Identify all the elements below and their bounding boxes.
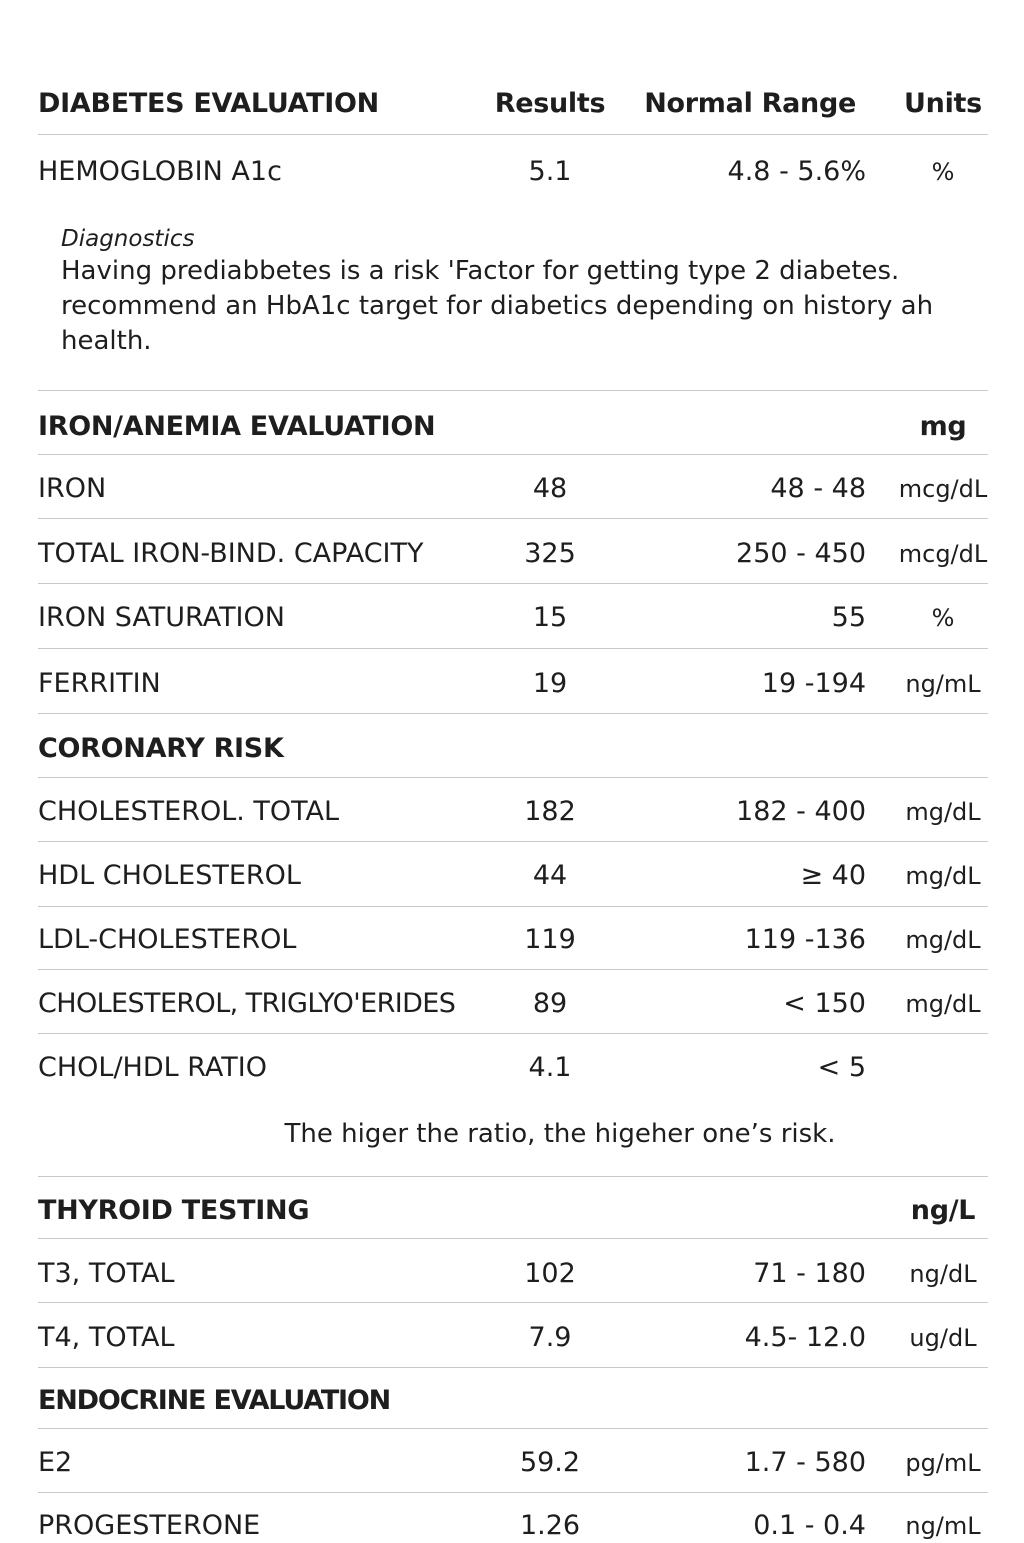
test-result: 102 — [524, 1258, 576, 1289]
test-unit: ug/dL — [909, 1324, 977, 1352]
normal-range: 71 - 180 — [753, 1258, 866, 1289]
test-name: HEMOGLOBIN A1c — [38, 156, 282, 187]
normal-range: 119 -136 — [744, 924, 866, 955]
normal-range: 0.1 - 0.4 — [753, 1510, 866, 1541]
divider — [38, 906, 988, 907]
divider — [38, 841, 988, 842]
divider — [38, 454, 988, 455]
test-name: HDL CHOLESTEROL — [38, 860, 301, 891]
diagnostics-line: health. — [61, 326, 152, 356]
test-result: 4.1 — [528, 1052, 572, 1083]
test-result: 19 — [532, 668, 568, 699]
test-unit: mg/dL — [905, 862, 981, 890]
divider — [38, 1176, 988, 1177]
divider — [38, 1238, 988, 1239]
coronary-section-title: CORONARY RISK — [38, 733, 284, 764]
diagnostics-line: recommend an HbA1c target for diabetics … — [61, 291, 934, 321]
test-result: 325 — [524, 538, 576, 569]
test-name: CHOLESTEROL, TRIGLYO'ERIDES — [38, 988, 456, 1019]
thyroid-section-title: THYROID TESTING — [38, 1195, 310, 1226]
divider — [38, 1302, 988, 1303]
normal-range: 182 - 400 — [736, 796, 866, 827]
endocrine-section-title: ENDOCRINE EVALUATION — [38, 1385, 391, 1416]
divider — [38, 390, 988, 391]
test-name: FERRITIN — [38, 668, 161, 699]
normal-range: 19 -194 — [761, 668, 866, 699]
diabetes-section-title: DIABETES EVALUATION — [38, 88, 379, 119]
test-unit: mcg/dL — [898, 475, 988, 503]
test-result: 89 — [532, 988, 568, 1019]
divider — [38, 777, 988, 778]
test-unit: ng/mL — [905, 1512, 981, 1540]
divider — [38, 648, 988, 649]
diagnostics-line: Having prediabbetes is a risk 'Factor fo… — [61, 256, 900, 286]
test-unit: ng/mL — [905, 670, 981, 698]
test-unit: % — [931, 158, 955, 186]
test-name: CHOLESTEROL. TOTAL — [38, 796, 340, 827]
test-unit: mg/dL — [905, 990, 981, 1018]
normal-range: 48 - 48 — [770, 473, 866, 504]
test-name: T3, TOTAL — [38, 1258, 175, 1289]
thyroid-unit-header: ng/L — [910, 1195, 976, 1226]
units-column-header: Units — [904, 88, 982, 119]
normal-range: < 5 — [817, 1052, 866, 1083]
test-result: 7.9 — [528, 1322, 572, 1353]
test-name: IRON SATURATION — [38, 602, 285, 633]
test-unit: mg/dL — [905, 926, 981, 954]
test-name: E2 — [38, 1447, 73, 1478]
normal-range: 55 — [831, 602, 866, 633]
diagnostics-note: Diagnostics Having prediabbetes is a ris… — [61, 224, 981, 359]
divider — [38, 969, 988, 970]
test-result: 1.26 — [519, 1510, 581, 1541]
diagnostics-label: Diagnostics — [61, 226, 195, 252]
iron-unit-header: mg — [919, 411, 967, 442]
test-result: 182 — [524, 796, 576, 827]
results-column-header: Results — [494, 88, 606, 119]
divider — [38, 518, 988, 519]
normal-range: 4.8 - 5.6% — [727, 156, 866, 187]
divider — [38, 1428, 988, 1429]
ratio-note: The higer the ratio, the higeher one’s r… — [284, 1119, 836, 1149]
test-result: 15 — [532, 602, 568, 633]
test-name: PROGESTERONE — [38, 1510, 261, 1541]
test-unit: ng/dL — [909, 1260, 977, 1288]
divider — [38, 134, 988, 135]
divider — [38, 583, 988, 584]
normal-range: 1.7 - 580 — [744, 1447, 866, 1478]
normal-range-column-header: Normal Range — [644, 88, 856, 119]
test-name: T4, TOTAL — [38, 1322, 175, 1353]
test-result: 5.1 — [528, 156, 572, 187]
iron-section-title: IRON/ANEMIA EVALUATION — [38, 411, 436, 442]
test-unit: mg/dL — [905, 798, 981, 826]
test-result: 44 — [532, 860, 568, 891]
test-unit: % — [931, 604, 955, 632]
test-name: LDL-CHOLESTEROL — [38, 924, 297, 955]
normal-range: 4.5- 12.0 — [744, 1322, 866, 1353]
divider — [38, 1367, 988, 1368]
test-name: CHOL/HDL RATIO — [38, 1052, 268, 1083]
divider — [38, 1033, 988, 1034]
test-unit: mcg/dL — [898, 540, 988, 568]
normal-range: 250 - 450 — [736, 538, 866, 569]
lab-report: DIABETES EVALUATION Results Normal Range… — [38, 0, 988, 1541]
divider — [38, 713, 988, 714]
test-result: 48 — [532, 473, 568, 504]
divider — [38, 1492, 988, 1493]
test-result: 119 — [524, 924, 576, 955]
test-result: 59.2 — [519, 1447, 581, 1478]
test-name: TOTAL IRON-BIND. CAPACITY — [38, 538, 424, 569]
test-unit: pg/mL — [905, 1449, 981, 1477]
normal-range: < 150 — [783, 988, 866, 1019]
test-name: IRON — [38, 473, 107, 504]
normal-range: ≥ 40 — [800, 860, 866, 891]
